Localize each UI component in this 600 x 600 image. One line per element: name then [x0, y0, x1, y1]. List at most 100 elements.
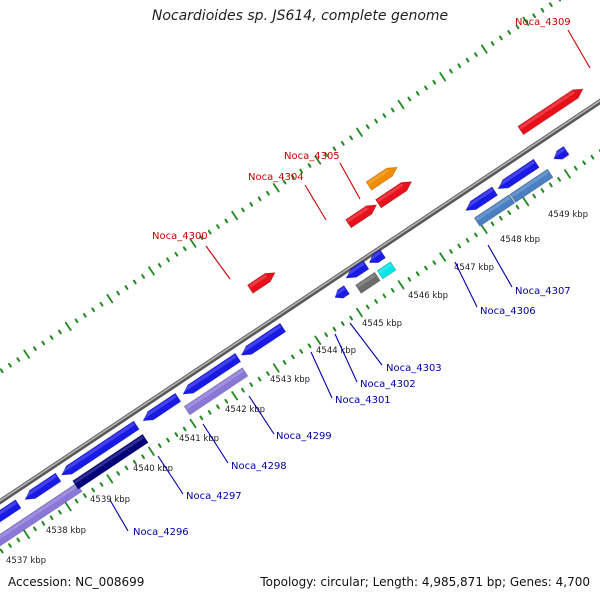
- gene-noca-4298a[interactable]: [142, 392, 182, 422]
- tick-mark: [498, 35, 503, 41]
- tick-mark: [257, 196, 262, 202]
- gene-noca-4295[interactable]: [24, 472, 62, 500]
- gene-noca-4306a[interactable]: [465, 186, 499, 211]
- tick-mark: [16, 357, 21, 362]
- gene-shine: [367, 168, 390, 185]
- gene-shine: [344, 262, 365, 277]
- tick-mark: [91, 307, 96, 313]
- tick-mark: [457, 243, 462, 249]
- gene-noca-4294[interactable]: [0, 499, 22, 538]
- gene-noca-4298b[interactable]: [183, 367, 249, 416]
- noca-4301-label[interactable]: Noca_4301: [335, 395, 391, 406]
- tick-mark: [432, 79, 437, 85]
- gene-shine: [511, 170, 549, 197]
- gene-noca-4305[interactable]: [365, 166, 398, 191]
- position-label: 4537 kbp: [6, 556, 46, 566]
- tick-mark: [82, 493, 87, 498]
- tick-mark: [397, 280, 405, 290]
- tick-mark: [82, 312, 87, 318]
- gene-noca-4301a[interactable]: [334, 285, 350, 299]
- tick-mark: [49, 335, 54, 340]
- noca-4306-label[interactable]: Noca_4306: [480, 306, 536, 317]
- gene-shine: [376, 183, 404, 203]
- tick-mark: [33, 526, 37, 532]
- noca-4300-label[interactable]: Noca_4300: [152, 231, 208, 242]
- noca-4303-label[interactable]: Noca_4303: [386, 363, 442, 374]
- genome-title: Nocardioides sp. JS614, complete genome: [151, 8, 449, 24]
- gene-noca-4297b[interactable]: [72, 433, 149, 490]
- gene-noca-4308[interactable]: [553, 145, 570, 160]
- gene-noca-4301[interactable]: [345, 260, 370, 279]
- gene-shine: [368, 250, 382, 262]
- tick-mark: [224, 398, 229, 404]
- tick-mark: [540, 7, 545, 13]
- tick-mark: [314, 155, 322, 165]
- gene-noca-4300[interactable]: [246, 272, 276, 294]
- noca-4299-label[interactable]: Noca_4299: [276, 431, 332, 442]
- noca-4304-label[interactable]: Noca_4304: [248, 172, 304, 183]
- genome-backbone-highlight: [0, 99, 600, 502]
- gene-noca-4303[interactable]: [376, 261, 397, 280]
- gene-noca-4309[interactable]: [517, 88, 584, 136]
- noca-4297-label[interactable]: Noca_4297: [186, 491, 242, 502]
- tick-mark: [532, 193, 537, 199]
- tick-mark: [272, 363, 280, 373]
- position-label: 4540 kbp: [133, 464, 173, 474]
- gene-shine: [181, 354, 237, 393]
- tick-mark: [299, 168, 304, 174]
- gene-shine: [60, 422, 136, 474]
- gene-noca-4299[interactable]: [240, 322, 287, 356]
- noca-4309-label[interactable]: Noca_4309: [515, 17, 571, 28]
- tick-mark: [64, 502, 72, 512]
- tick-mark: [382, 113, 387, 118]
- tick-mark: [132, 459, 137, 465]
- gene-noca-4304[interactable]: [345, 204, 378, 229]
- gene-shine: [378, 263, 392, 274]
- tick-mark: [522, 196, 530, 207]
- tick-mark: [465, 57, 470, 63]
- noca-4307-leader: [487, 244, 513, 288]
- gene-noca-4297[interactable]: [61, 420, 140, 476]
- noca-4305-label[interactable]: Noca_4305: [284, 151, 340, 162]
- noca-4300-leader: [205, 245, 231, 280]
- tick-mark: [224, 218, 229, 224]
- tick-mark: [99, 301, 104, 307]
- gene-noca-4307[interactable]: [509, 168, 554, 203]
- gene-noca-4296[interactable]: [0, 482, 83, 558]
- tick-mark: [307, 163, 312, 168]
- gene-noca-4306b[interactable]: [473, 194, 516, 227]
- tick-mark: [498, 215, 503, 221]
- noca-4302-label[interactable]: Noca_4302: [360, 379, 416, 390]
- accession-label: Accession: NC_008699: [8, 575, 145, 589]
- gene-shine: [74, 435, 144, 484]
- noca-4298-label[interactable]: Noca_4298: [231, 461, 287, 472]
- tick-mark: [474, 52, 478, 57]
- gene-noca-4302[interactable]: [368, 249, 386, 264]
- gene-shine: [464, 188, 494, 210]
- gene-noca-4306[interactable]: [497, 158, 540, 190]
- noca-4296-leader: [109, 499, 129, 532]
- tick-mark: [8, 362, 12, 368]
- noca-4296-label[interactable]: Noca_4296: [133, 527, 189, 538]
- tick-mark: [332, 146, 337, 152]
- gene-noca-4302b[interactable]: [355, 271, 381, 294]
- gene-noca-4304b[interactable]: [375, 181, 413, 209]
- noca-4309-leader: [567, 29, 591, 69]
- tick-mark: [415, 271, 420, 277]
- position-label: 4546 kbp: [408, 291, 448, 301]
- tick-mark: [415, 91, 420, 96]
- position-label: 4547 kbp: [454, 263, 494, 273]
- tick-mark: [490, 41, 495, 46]
- noca-4307-label[interactable]: Noca_4307: [515, 286, 571, 297]
- tick-mark: [424, 85, 428, 91]
- tick-mark: [382, 293, 387, 299]
- tick-mark: [474, 232, 478, 238]
- tick-mark: [390, 107, 395, 113]
- tick-mark: [157, 443, 162, 448]
- tick-mark: [23, 349, 31, 359]
- tick-mark: [157, 263, 162, 268]
- gene-noca-4298[interactable]: [182, 352, 242, 395]
- tick-mark: [266, 371, 270, 376]
- tick-mark: [356, 127, 363, 137]
